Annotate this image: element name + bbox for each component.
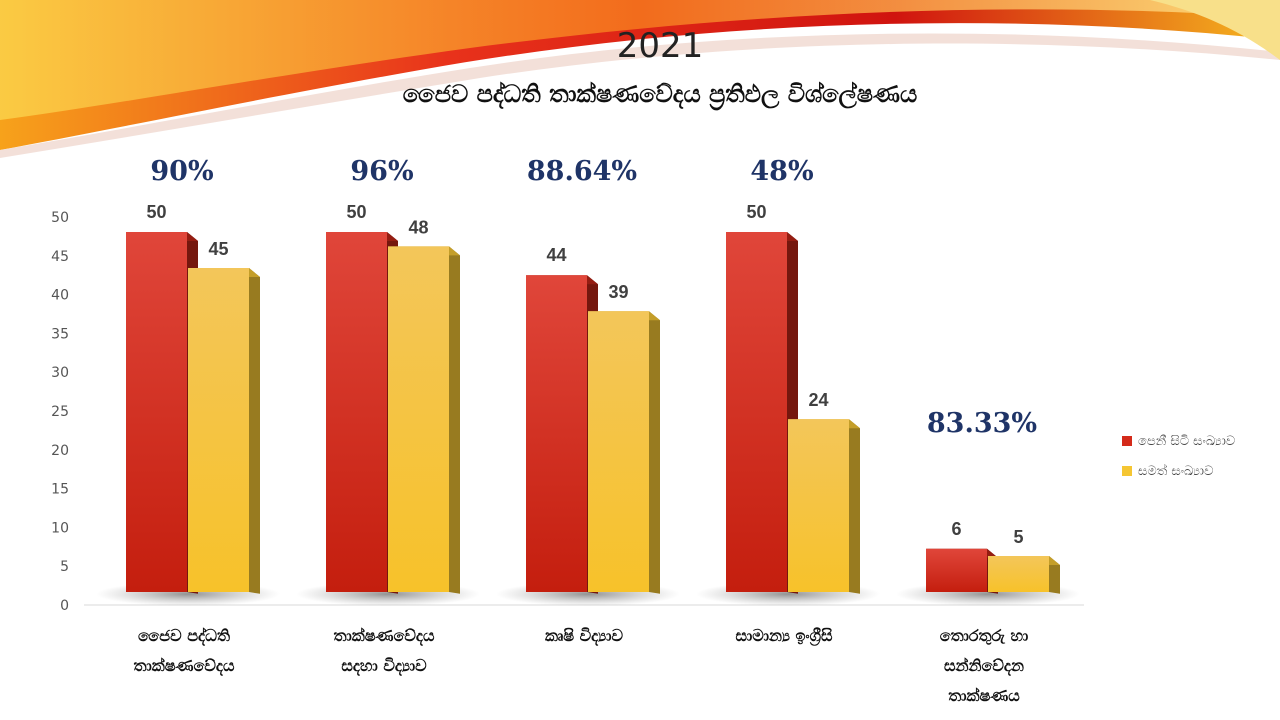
pass-percentage: 83.33% bbox=[927, 408, 1037, 439]
bar-series2 bbox=[588, 311, 649, 592]
y-tick-label: 40 bbox=[51, 288, 69, 304]
y-tick-label: 10 bbox=[51, 520, 69, 536]
bar-series1 bbox=[126, 232, 187, 592]
bar-series2 bbox=[188, 268, 249, 592]
data-label-series2: 5 bbox=[1013, 527, 1023, 547]
bar-series1 bbox=[526, 275, 587, 592]
data-label-series2: 45 bbox=[208, 239, 228, 259]
pass-percentage: 88.64% bbox=[527, 156, 637, 187]
x-category-label: කෘෂි විද්‍යාව bbox=[545, 626, 623, 645]
bar-series1 bbox=[726, 232, 787, 592]
data-label-series1: 50 bbox=[746, 202, 766, 222]
data-label-series1: 50 bbox=[146, 202, 166, 222]
bar-series2-side bbox=[249, 268, 260, 594]
y-tick-label: 0 bbox=[60, 598, 69, 614]
y-tick-label: 30 bbox=[51, 365, 69, 381]
pass-percentage: 90% bbox=[150, 156, 213, 187]
bar-series2-side bbox=[1049, 556, 1060, 594]
bar-series1 bbox=[926, 548, 987, 592]
legend-label-series2: සමත් සංඛ්‍යාව bbox=[1138, 463, 1214, 479]
y-tick-label: 5 bbox=[60, 559, 69, 575]
x-category-label: තොරතුරු හා සන්නිවේදන තාක්ෂණය bbox=[939, 626, 1029, 705]
pass-percentage: 96% bbox=[350, 156, 413, 187]
bar-series2 bbox=[988, 556, 1049, 592]
legend-swatch-yellow bbox=[1122, 466, 1132, 476]
y-tick-label: 25 bbox=[51, 404, 69, 420]
data-label-series2: 24 bbox=[808, 390, 828, 410]
slide-year: 2021 bbox=[616, 26, 704, 66]
pass-percentage: 48% bbox=[750, 156, 813, 187]
y-tick-label: 50 bbox=[51, 210, 69, 226]
legend-item-series1: පෙනී සිටි සංඛ්‍යාව bbox=[1122, 431, 1235, 451]
y-tick-label: 45 bbox=[51, 249, 69, 265]
bar-series1 bbox=[326, 232, 387, 592]
data-label-series1: 6 bbox=[951, 519, 961, 539]
bar-series2 bbox=[388, 246, 449, 592]
legend-swatch-red bbox=[1122, 436, 1132, 446]
y-tick-label: 35 bbox=[51, 326, 69, 342]
bar-series2-side bbox=[649, 311, 660, 594]
bar-series2-side bbox=[849, 419, 860, 594]
y-tick-label: 20 bbox=[51, 443, 69, 459]
slide-subtitle: ජෛව පද්ධති තාක්ෂණවේදය ප්‍රතිඵල විශ්ලේෂණය bbox=[402, 80, 918, 108]
legend-label-series1: පෙනී සිටි සංඛ්‍යාව bbox=[1138, 433, 1236, 449]
bar-series2-side bbox=[449, 246, 460, 594]
data-label-series2: 48 bbox=[408, 217, 428, 237]
legend-item-series2: සමත් සංඛ්‍යාව bbox=[1122, 461, 1213, 481]
bar-series2 bbox=[788, 419, 849, 592]
decorative-swoosh bbox=[0, 0, 1280, 158]
data-label-series2: 39 bbox=[608, 282, 628, 302]
x-category-label: ජෛව පද්ධති තාක්ෂණවේදය bbox=[133, 626, 235, 675]
y-tick-label: 15 bbox=[51, 482, 69, 498]
x-category-label: තාක්ෂණවේදය සදහා විද්‍යාව bbox=[333, 626, 435, 675]
x-category-label: සාමාන්‍ය ඉංග්‍රීසි bbox=[735, 626, 833, 645]
data-label-series1: 44 bbox=[546, 245, 566, 265]
data-label-series1: 50 bbox=[346, 202, 366, 222]
